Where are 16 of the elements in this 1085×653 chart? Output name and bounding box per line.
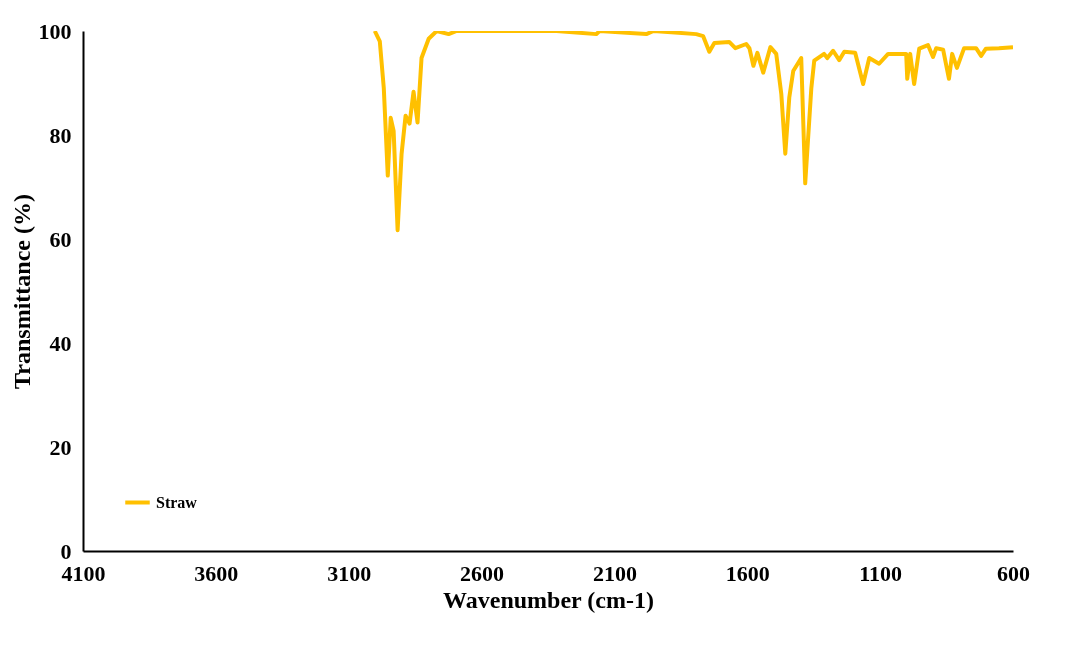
x-tick-label: 600 — [997, 560, 1030, 586]
x-axis-title: Wavenumber (cm-1) — [443, 586, 654, 613]
x-tick-label: 3600 — [194, 560, 239, 586]
y-axis-title: Transmittance (%) — [8, 194, 35, 389]
y-tick-label: 100 — [38, 18, 72, 44]
y-tick-label: 40 — [49, 330, 72, 356]
y-tick-label: 80 — [49, 122, 72, 148]
x-tick-label: 1100 — [859, 560, 903, 586]
y-tick-label: 60 — [49, 226, 72, 252]
x-tick-label: 3100 — [327, 560, 372, 586]
x-tick-label: 2100 — [592, 560, 637, 586]
legend-label: Straw — [156, 493, 198, 511]
line-series — [372, 31, 1013, 233]
x-tick-label: 2600 — [460, 560, 505, 586]
x-tick-label: 1600 — [725, 560, 770, 586]
y-tick-label: 20 — [49, 434, 72, 460]
